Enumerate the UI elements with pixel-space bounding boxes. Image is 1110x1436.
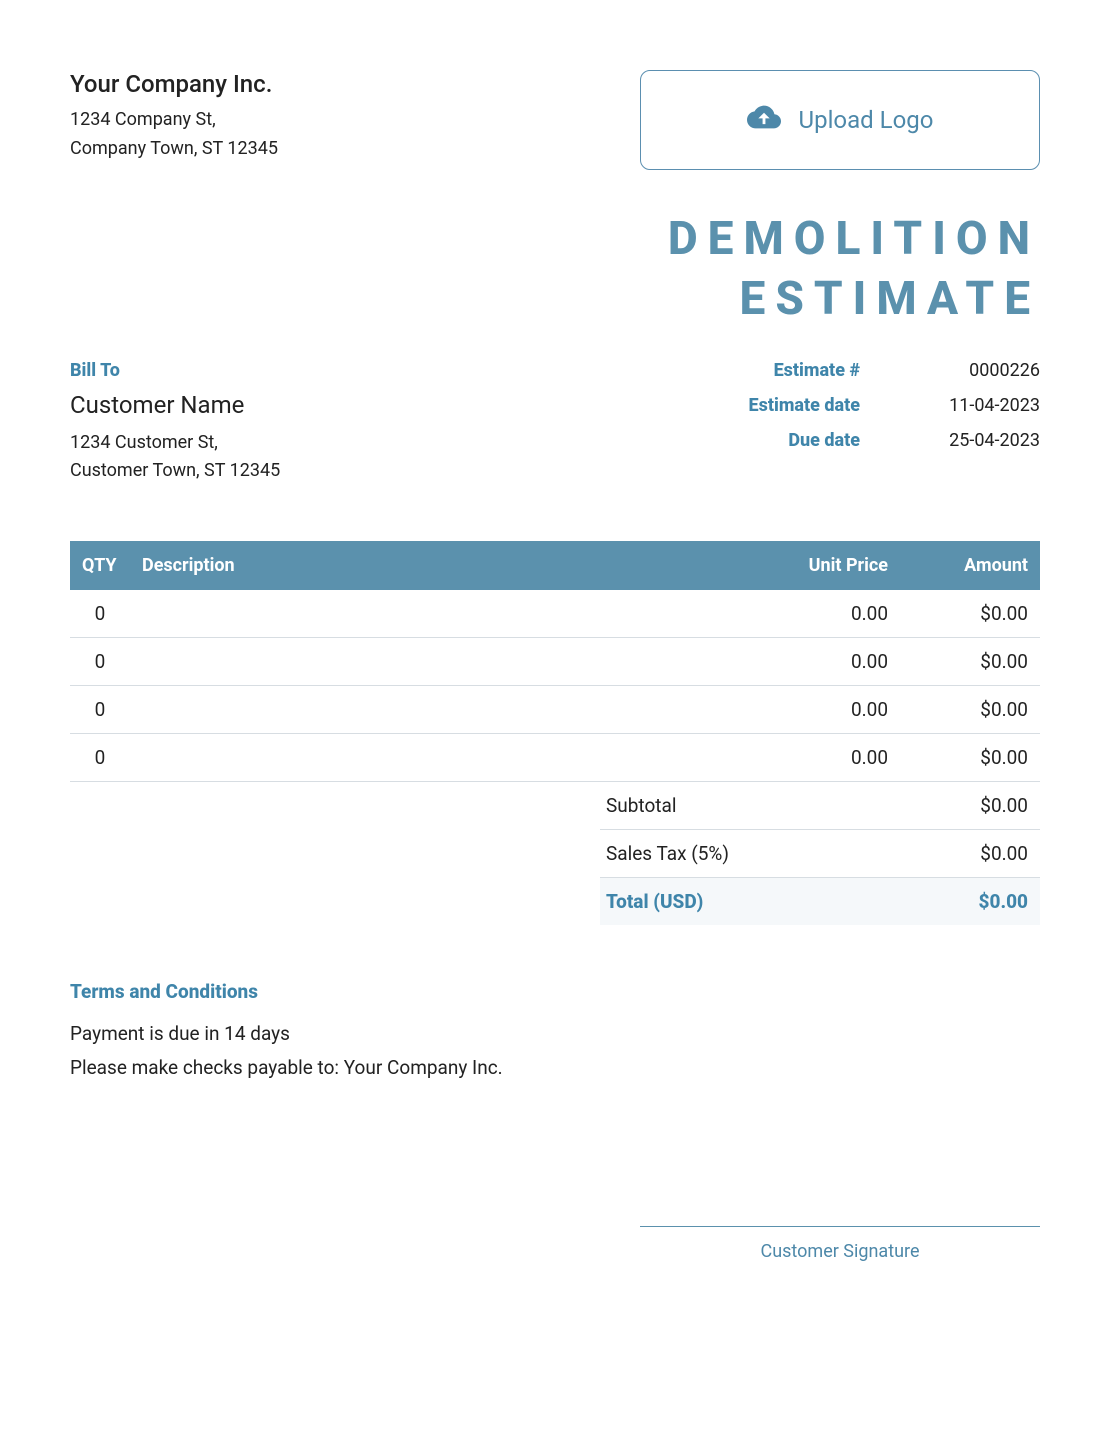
table-row: 0 0.00 $0.00 xyxy=(70,686,1040,734)
cell-amount: $0.00 xyxy=(900,638,1040,686)
cloud-upload-icon xyxy=(747,104,781,136)
cell-amount: $0.00 xyxy=(900,686,1040,734)
company-address-line2: Company Town, ST 12345 xyxy=(70,135,278,164)
company-name: Your Company Inc. xyxy=(70,70,278,98)
line-items-table: QTY Description Unit Price Amount 0 0.00… xyxy=(70,541,1040,782)
cell-amount: $0.00 xyxy=(900,734,1040,782)
terms-line2: Please make checks payable to: Your Comp… xyxy=(70,1051,1040,1085)
estimate-number-value: 0000226 xyxy=(910,360,1040,381)
terms-text: Payment is due in 14 days Please make ch… xyxy=(70,1017,1040,1085)
cell-unit-price: 0.00 xyxy=(730,638,900,686)
document-title-block: DEMOLITION ESTIMATE xyxy=(70,210,1040,330)
table-row: 0 0.00 $0.00 xyxy=(70,638,1040,686)
upload-logo-button[interactable]: Upload Logo xyxy=(640,70,1040,170)
cell-description xyxy=(130,686,730,734)
meta-estimate-number: Estimate # 0000226 xyxy=(748,360,1040,381)
company-address-line1: 1234 Company St, xyxy=(70,106,278,135)
company-address: 1234 Company St, Company Town, ST 12345 xyxy=(70,106,278,164)
table-row: 0 0.00 $0.00 xyxy=(70,590,1040,638)
header-row: Your Company Inc. 1234 Company St, Compa… xyxy=(70,70,1040,170)
total-value: $0.00 xyxy=(979,890,1028,913)
meta-block: Estimate # 0000226 Estimate date 11-04-2… xyxy=(748,360,1040,465)
cell-unit-price: 0.00 xyxy=(730,734,900,782)
customer-address-line1: 1234 Customer St, xyxy=(70,429,280,458)
bill-to-label: Bill To xyxy=(70,360,280,381)
totals-block: Subtotal $0.00 Sales Tax (5%) $0.00 Tota… xyxy=(600,782,1040,925)
subtotal-row: Subtotal $0.00 xyxy=(600,782,1040,830)
estimate-date-label: Estimate date xyxy=(748,395,860,416)
cell-qty: 0 xyxy=(70,590,130,638)
col-header-amount: Amount xyxy=(900,541,1040,590)
terms-label: Terms and Conditions xyxy=(70,980,1040,1003)
col-header-qty: QTY xyxy=(70,541,130,590)
total-label: Total (USD) xyxy=(606,890,703,913)
meta-due-date: Due date 25-04-2023 xyxy=(748,430,1040,451)
due-date-label: Due date xyxy=(788,430,860,451)
company-block: Your Company Inc. 1234 Company St, Compa… xyxy=(70,70,278,164)
cell-qty: 0 xyxy=(70,638,130,686)
upload-logo-label: Upload Logo xyxy=(799,106,934,134)
signature-label: Customer Signature xyxy=(640,1226,1040,1262)
cell-unit-price: 0.00 xyxy=(730,590,900,638)
subtotal-label: Subtotal xyxy=(606,794,676,817)
terms-line1: Payment is due in 14 days xyxy=(70,1017,1040,1051)
meta-estimate-date: Estimate date 11-04-2023 xyxy=(748,395,1040,416)
total-row: Total (USD) $0.00 xyxy=(600,878,1040,925)
cell-description xyxy=(130,734,730,782)
cell-description xyxy=(130,638,730,686)
tax-value: $0.00 xyxy=(980,842,1028,865)
estimate-document: Your Company Inc. 1234 Company St, Compa… xyxy=(0,0,1110,1302)
tax-label: Sales Tax (5%) xyxy=(606,842,729,865)
info-row: Bill To Customer Name 1234 Customer St, … xyxy=(70,360,1040,487)
subtotal-value: $0.00 xyxy=(980,794,1028,817)
estimate-date-value: 11-04-2023 xyxy=(910,395,1040,416)
col-header-description: Description xyxy=(130,541,730,590)
cell-description xyxy=(130,590,730,638)
bill-to-block: Bill To Customer Name 1234 Customer St, … xyxy=(70,360,280,487)
cell-qty: 0 xyxy=(70,686,130,734)
document-title-line2: ESTIMATE xyxy=(70,270,1040,330)
col-header-unit-price: Unit Price xyxy=(730,541,900,590)
cell-unit-price: 0.00 xyxy=(730,686,900,734)
table-header-row: QTY Description Unit Price Amount xyxy=(70,541,1040,590)
customer-address-line2: Customer Town, ST 12345 xyxy=(70,457,280,486)
customer-address: 1234 Customer St, Customer Town, ST 1234… xyxy=(70,429,280,487)
cell-qty: 0 xyxy=(70,734,130,782)
cell-amount: $0.00 xyxy=(900,590,1040,638)
document-title-line1: DEMOLITION xyxy=(70,210,1040,270)
due-date-value: 25-04-2023 xyxy=(910,430,1040,451)
customer-name: Customer Name xyxy=(70,391,280,419)
table-row: 0 0.00 $0.00 xyxy=(70,734,1040,782)
tax-row: Sales Tax (5%) $0.00 xyxy=(600,830,1040,878)
estimate-number-label: Estimate # xyxy=(774,360,860,381)
signature-block: Customer Signature xyxy=(640,1226,1040,1262)
terms-block: Terms and Conditions Payment is due in 1… xyxy=(70,980,1040,1085)
